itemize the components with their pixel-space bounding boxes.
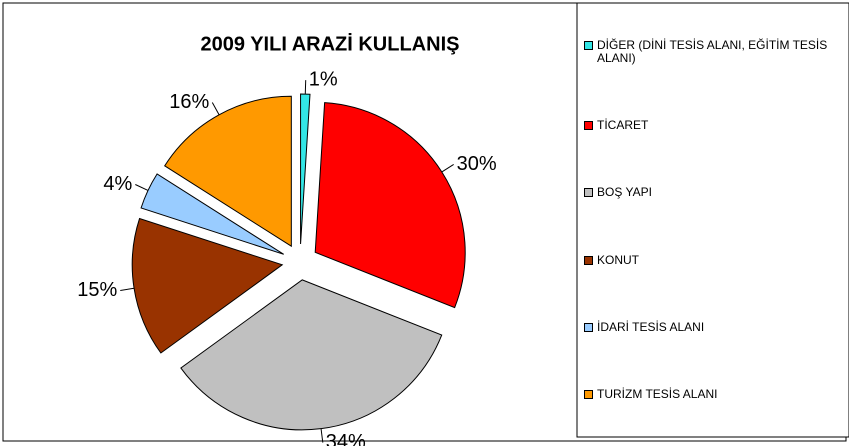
leader-line xyxy=(120,287,135,291)
legend-swatch xyxy=(584,188,593,198)
legend-item: DİĞER (DİNİ TESİS ALANI, EĞİTİM TESİS AL… xyxy=(584,39,848,65)
data-label: 1% xyxy=(309,68,338,90)
leader-line xyxy=(441,164,454,173)
legend-item: İDARİ TESİS ALANI xyxy=(584,319,848,334)
leader-line xyxy=(320,428,324,443)
data-label: 4% xyxy=(103,173,132,195)
legend-item: TURİZM TESİS ALANI xyxy=(584,386,848,401)
data-label: 16% xyxy=(169,91,209,113)
chart-title: 2009 YILI ARAZİ KULLANIŞ xyxy=(201,32,460,55)
legend-label: TURİZM TESİS ALANI xyxy=(597,386,718,401)
legend-swatch xyxy=(584,322,593,332)
legend-label: TİCARET xyxy=(597,118,649,133)
legend: DİĞER (DİNİ TESİS ALANI, EĞİTİM TESİS AL… xyxy=(578,4,848,436)
data-label: 30% xyxy=(457,153,497,175)
legend-swatch xyxy=(584,41,593,51)
pie-slice xyxy=(300,93,311,245)
legend-label: İDARİ TESİS ALANI xyxy=(597,319,705,334)
data-label: 34% xyxy=(326,431,366,446)
data-label: 15% xyxy=(77,279,117,301)
legend-box xyxy=(576,2,849,438)
pie-slice xyxy=(140,173,284,255)
legend-label: BOŞ YAPI xyxy=(597,185,652,200)
leader-line xyxy=(211,102,220,116)
legend-item: BOŞ YAPI xyxy=(584,186,848,199)
legend-swatch xyxy=(584,121,593,131)
legend-swatch xyxy=(584,255,593,265)
leader-line xyxy=(135,184,149,191)
legend-swatch xyxy=(584,389,593,399)
pie-slice xyxy=(163,95,292,248)
legend-label: DİĞER (DİNİ TESİS ALANI, EĞİTİM TESİS AL… xyxy=(597,38,828,66)
legend-label: KONUT xyxy=(597,252,639,267)
pie-slice xyxy=(314,102,466,309)
legend-item: TİCARET xyxy=(584,119,848,132)
legend-item: KONUT xyxy=(584,252,848,267)
